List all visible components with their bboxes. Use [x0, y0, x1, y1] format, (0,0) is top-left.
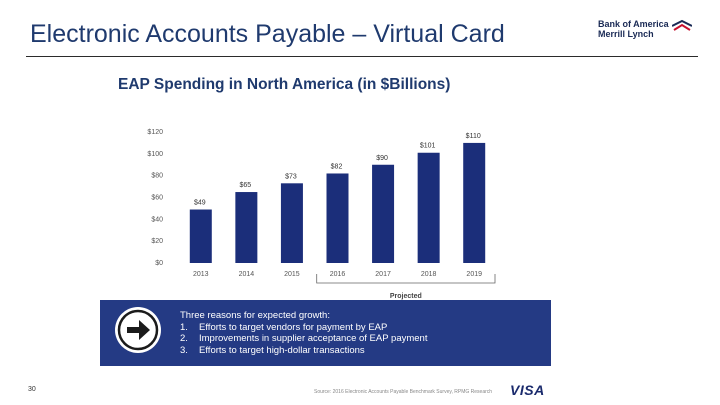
slide-title: Electronic Accounts Payable – Virtual Ca… [30, 20, 505, 48]
bar [417, 152, 440, 263]
bar-value-label: $82 [331, 163, 343, 170]
bar-value-label: $49 [194, 200, 206, 207]
growth-reasons-box: Three reasons for expected growth: 1. Eff… [100, 300, 551, 366]
projected-bracket [316, 274, 496, 284]
source-note: Source: 2016 Electronic Accounts Payable… [314, 389, 493, 395]
logo-line-1: Bank of America [598, 19, 669, 29]
bar-value-label: $65 [240, 182, 252, 189]
growth-text: Three reasons for expected growth: 1. Eff… [180, 310, 427, 356]
bar-value-label: $101 [420, 143, 436, 150]
item-text: Efforts to target vendors for payment by… [199, 321, 388, 333]
bar-value-label: $110 [466, 133, 481, 140]
y-tick-label: $60 [151, 195, 163, 202]
item-number: 1. [180, 321, 188, 333]
page-number: 30 [28, 386, 36, 393]
y-tick-label: $40 [151, 216, 163, 223]
bar [280, 183, 303, 263]
x-tick-label: 2018 [421, 271, 437, 278]
bank-logo: Bank of America Merrill Lynch [598, 19, 698, 45]
bar-value-label: $73 [285, 173, 297, 180]
growth-item: 2. Improvements in supplier acceptance of… [180, 333, 427, 345]
right-arrow-icon [117, 309, 159, 351]
y-tick-label: $120 [147, 129, 163, 136]
x-tick-label: 2016 [330, 271, 346, 278]
y-tick-label: $100 [147, 151, 163, 158]
x-tick-label: 2019 [466, 271, 482, 278]
arrow-badge [115, 307, 161, 353]
item-number: 2. [180, 333, 188, 344]
bar [463, 142, 486, 263]
y-tick-label: $20 [151, 238, 163, 245]
y-tick-label: $80 [151, 173, 163, 180]
title-divider [26, 56, 698, 57]
bar-value-label: $90 [376, 155, 388, 162]
growth-item: 1. Efforts to target vendors for payment … [180, 322, 427, 334]
growth-heading: Three reasons for expected growth: [180, 310, 330, 321]
item-text: Improvements in supplier acceptance of E… [199, 333, 428, 344]
x-tick-label: 2017 [375, 271, 391, 278]
bar [326, 173, 349, 263]
x-tick-label: 2013 [193, 271, 209, 278]
item-text: Efforts to target high-dollar transactio… [199, 344, 365, 356]
visa-logo: VISA [510, 382, 545, 398]
bar [372, 164, 395, 263]
growth-item: 3. Efforts to target high-dollar transact… [180, 345, 427, 357]
projected-label: Projected [390, 293, 422, 300]
x-tick-label: 2015 [284, 271, 300, 278]
bar [189, 209, 212, 263]
item-number: 3. [180, 344, 188, 356]
y-tick-label: $0 [155, 260, 163, 267]
chart-title: EAP Spending in North America (in $Billi… [118, 76, 451, 93]
bar [235, 192, 258, 263]
logo-line-2: Merrill Lynch [598, 29, 654, 39]
flag-logo-icon [672, 19, 692, 31]
x-tick-label: 2014 [239, 271, 255, 278]
